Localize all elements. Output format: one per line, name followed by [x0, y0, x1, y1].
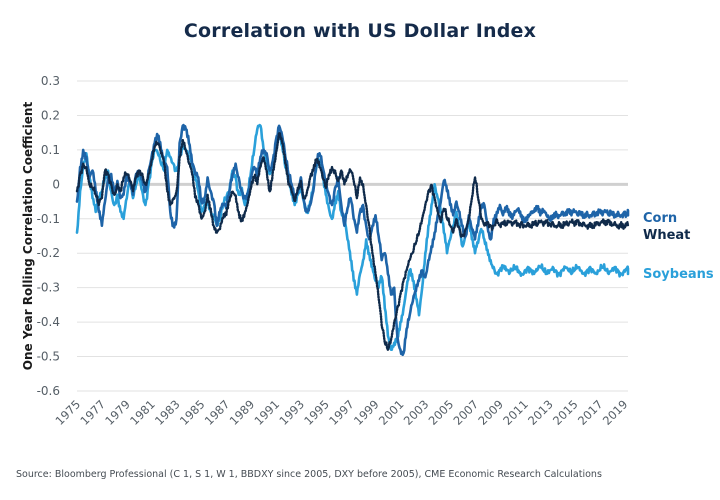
- y-tick-label: 0.3: [41, 74, 60, 88]
- x-tick-label: 1975: [53, 397, 84, 428]
- x-tick-label: 2019: [600, 397, 631, 428]
- x-tick-label: 1993: [276, 397, 307, 428]
- x-tick-label: 1991: [252, 397, 283, 428]
- series-group: [75, 123, 630, 357]
- x-tick-label: 2013: [525, 397, 556, 428]
- y-tick-label: 0: [52, 177, 60, 191]
- x-tick-label: 1977: [77, 397, 108, 428]
- source-note: Source: Bloomberg Professional (C 1, S 1…: [16, 469, 602, 480]
- y-axis-ticks: 0.3 0.2 0.1 0 -0.1 -0.2 -0.3 -0.4 -0.5 -0.6: [37, 74, 60, 398]
- x-tick-label: 2017: [575, 397, 606, 428]
- legend-wheat: Wheat: [643, 228, 690, 243]
- y-tick-label: -0.3: [37, 281, 60, 295]
- x-axis-ticks: 1975197719791981198319851987198919911993…: [53, 397, 631, 428]
- x-tick-label: 1995: [301, 397, 332, 428]
- x-tick-label: 1999: [351, 397, 382, 428]
- x-tick-label: 2015: [550, 397, 581, 428]
- gridlines: [77, 80, 628, 392]
- x-tick-label: 1989: [227, 397, 258, 428]
- y-tick-label: 0.2: [41, 108, 60, 122]
- x-tick-label: 2001: [376, 397, 407, 428]
- x-tick-label: 1985: [177, 397, 208, 428]
- y-tick-label: -0.6: [37, 384, 60, 398]
- series-line-wheat: [75, 131, 630, 351]
- x-tick-label: 2011: [500, 397, 531, 428]
- series-line-corn: [75, 123, 630, 357]
- x-tick-label: 1987: [202, 397, 233, 428]
- x-tick-label: 2005: [426, 397, 457, 428]
- x-tick-label: 2009: [475, 397, 506, 428]
- x-tick-label: 1983: [152, 397, 183, 428]
- x-tick-label: 1997: [326, 397, 357, 428]
- series-line-soybeans: [75, 123, 630, 351]
- legend-soybeans: Soybeans: [643, 267, 714, 282]
- x-tick-label: 1979: [102, 397, 133, 428]
- x-tick-label: 2003: [401, 397, 432, 428]
- y-tick-label: -0.2: [37, 246, 60, 260]
- y-tick-label: 0.1: [41, 143, 60, 157]
- y-tick-label: -0.5: [37, 350, 60, 364]
- chart-title: Correlation with US Dollar Index: [183, 20, 537, 42]
- y-tick-label: -0.1: [37, 212, 60, 226]
- legend: Corn Wheat Soybeans: [643, 211, 714, 282]
- y-axis-label: One Year Rolling Correlation Coefficient: [21, 102, 35, 371]
- x-tick-label: 2007: [451, 397, 482, 428]
- y-tick-label: -0.4: [37, 315, 60, 329]
- legend-corn: Corn: [643, 211, 677, 226]
- x-tick-label: 1981: [127, 397, 158, 428]
